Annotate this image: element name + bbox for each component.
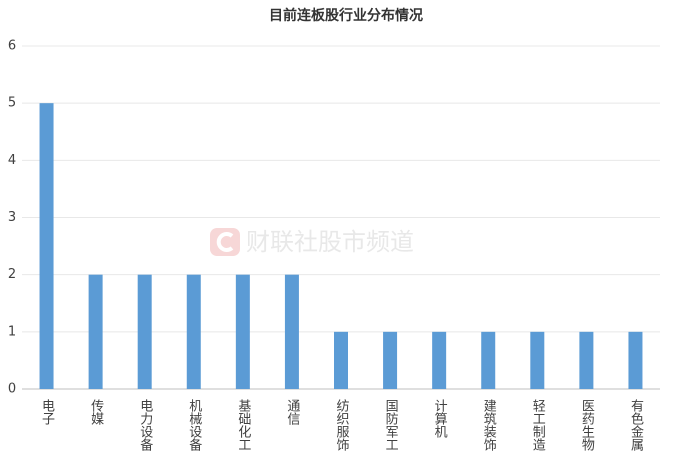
y-tick-label: 5: [8, 96, 16, 111]
bar: [334, 331, 348, 389]
y-tick-label: 3: [8, 210, 16, 225]
y-tick-label: 1: [8, 324, 16, 339]
bar: [88, 274, 103, 389]
bar: [39, 103, 54, 390]
bar: [628, 331, 643, 389]
x-tick-label: 通信: [284, 399, 300, 425]
x-tick-label: 基础化工: [235, 399, 251, 451]
bar: [579, 331, 594, 389]
x-tick-label: 机械设备: [186, 399, 202, 452]
bar: [530, 331, 545, 389]
y-tick-label: 2: [8, 267, 16, 282]
x-tick-label: 医药生物: [579, 399, 595, 452]
x-tick-label: 电子: [39, 399, 55, 425]
x-tick-label: 建筑装饰: [481, 399, 497, 451]
bar: [481, 331, 496, 389]
y-tick-label: 4: [8, 153, 16, 168]
x-tick-label: 电力设备: [137, 399, 153, 452]
bar: [137, 274, 152, 389]
x-tick-label: 轻工制造: [530, 399, 546, 452]
bar: [432, 331, 447, 389]
x-tick-label: 计算机: [432, 399, 448, 439]
x-tick-label: 有色金属: [628, 399, 644, 452]
bar: [383, 331, 398, 389]
x-tick-label: 传媒: [88, 399, 104, 425]
bar: [284, 274, 299, 389]
y-tick-label: 0: [8, 382, 16, 397]
watermark-text: 财联社股市频道: [246, 228, 414, 256]
x-tick-label: 国防军工: [383, 399, 399, 451]
watermark: 财联社股市频道: [210, 228, 414, 256]
x-tick-label: 纺织服饰: [334, 399, 350, 451]
y-tick-label: 6: [8, 39, 16, 54]
bar: [186, 274, 201, 389]
bar: [235, 274, 250, 389]
chart-title: 目前连板股行业分布情况: [269, 7, 423, 24]
watermark-logo-mark: [216, 232, 234, 252]
